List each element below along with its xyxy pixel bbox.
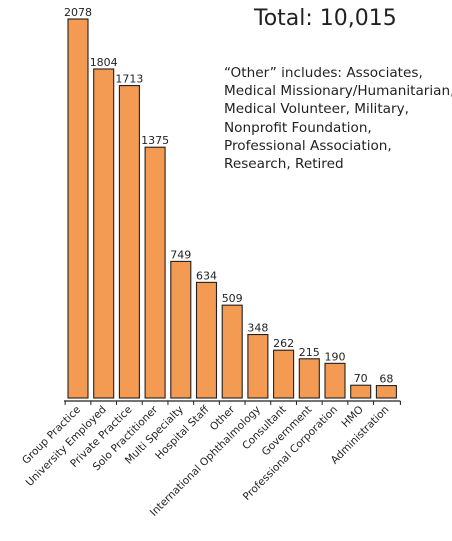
bar — [118, 85, 140, 399]
bar — [375, 385, 397, 399]
bar — [93, 68, 115, 399]
bar — [324, 362, 346, 399]
note-line: Medical Volunteer, Military, — [224, 101, 409, 118]
value-label: 68 — [379, 373, 393, 386]
note-line: “Other” includes: Associates, — [224, 65, 423, 81]
bar — [221, 304, 243, 399]
value-label: 1375 — [141, 134, 169, 147]
bar — [67, 18, 89, 399]
bar — [350, 384, 372, 399]
value-label: 1713 — [115, 73, 143, 86]
value-label: 2078 — [64, 6, 92, 19]
other-category-note: “Other” includes: Associates, Medical Mi… — [224, 64, 452, 173]
note-line: Research, Retired — [224, 156, 344, 173]
bar — [170, 260, 192, 399]
value-label: 215 — [299, 346, 320, 359]
value-label: 190 — [325, 350, 346, 363]
bar — [298, 358, 320, 399]
value-label: 70 — [354, 372, 368, 385]
total-label: Total: 10,015 — [254, 6, 397, 31]
value-label: 749 — [170, 248, 191, 261]
bar — [195, 281, 218, 399]
value-label: 634 — [196, 269, 217, 282]
value-label: 348 — [247, 322, 268, 335]
bar — [144, 146, 166, 399]
note-line: Nonprofit Foundation, — [224, 119, 372, 136]
bar — [273, 349, 295, 399]
x-axis — [64, 400, 401, 405]
note-line: Professional Association, — [224, 137, 392, 154]
note-line: Medical Missionary/Humanitarian, — [224, 83, 452, 100]
value-label: 1804 — [90, 56, 118, 69]
bars-group — [67, 18, 397, 399]
value-label: 262 — [273, 337, 294, 350]
value-labels-group: 2078 1804 1713 1375 749 634 509 348 262 215 190 70 6… — [64, 6, 393, 386]
bar — [247, 333, 269, 399]
value-label: 509 — [222, 292, 243, 305]
